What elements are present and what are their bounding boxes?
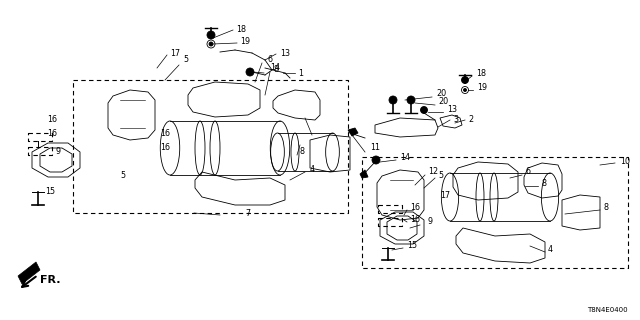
Text: 11: 11 (370, 143, 380, 153)
Text: 1: 1 (298, 68, 303, 77)
Text: 3: 3 (453, 115, 458, 124)
Text: 2: 2 (468, 115, 473, 124)
Text: 17: 17 (170, 49, 180, 58)
Circle shape (389, 96, 397, 104)
Circle shape (209, 42, 213, 46)
Circle shape (407, 96, 415, 104)
Polygon shape (360, 170, 368, 178)
Text: 8: 8 (274, 66, 279, 75)
Text: 8: 8 (604, 203, 609, 212)
Text: 16: 16 (160, 129, 170, 138)
Text: 16: 16 (47, 129, 57, 138)
Text: 7: 7 (245, 209, 250, 218)
Circle shape (246, 68, 254, 76)
Circle shape (461, 76, 468, 84)
Circle shape (463, 89, 467, 92)
Text: 5: 5 (183, 55, 188, 65)
Text: 5: 5 (120, 171, 125, 180)
Circle shape (420, 107, 428, 114)
Text: FR.: FR. (40, 275, 61, 285)
Polygon shape (348, 128, 358, 136)
Text: 5: 5 (438, 171, 443, 180)
Text: 9: 9 (428, 218, 433, 227)
Text: 18: 18 (476, 68, 486, 77)
Text: T8N4E0400: T8N4E0400 (588, 307, 628, 313)
Text: 8: 8 (300, 148, 305, 156)
Polygon shape (18, 262, 40, 284)
Text: 10: 10 (620, 156, 630, 165)
Text: 19: 19 (477, 84, 487, 92)
Text: 16: 16 (47, 116, 57, 124)
Circle shape (207, 31, 215, 39)
Text: 16: 16 (410, 215, 420, 225)
Text: 19: 19 (240, 36, 250, 45)
Text: 14: 14 (270, 63, 280, 73)
Text: 6: 6 (268, 55, 273, 65)
Text: 15: 15 (407, 241, 417, 250)
Text: 9: 9 (55, 148, 60, 156)
Text: 12: 12 (428, 167, 438, 177)
Text: 8: 8 (541, 179, 546, 188)
Text: 17: 17 (440, 190, 450, 199)
Text: 18: 18 (236, 26, 246, 35)
Circle shape (372, 156, 380, 164)
Text: 16: 16 (160, 142, 170, 151)
Text: 13: 13 (447, 106, 457, 115)
Text: 15: 15 (45, 188, 55, 196)
Text: 13: 13 (280, 50, 290, 59)
Text: 16: 16 (410, 203, 420, 212)
Text: 4: 4 (548, 245, 553, 254)
Text: 20: 20 (436, 89, 446, 98)
Text: 6: 6 (526, 167, 531, 177)
Text: 4: 4 (310, 165, 315, 174)
Text: 20: 20 (438, 98, 448, 107)
Text: 14: 14 (400, 153, 410, 162)
